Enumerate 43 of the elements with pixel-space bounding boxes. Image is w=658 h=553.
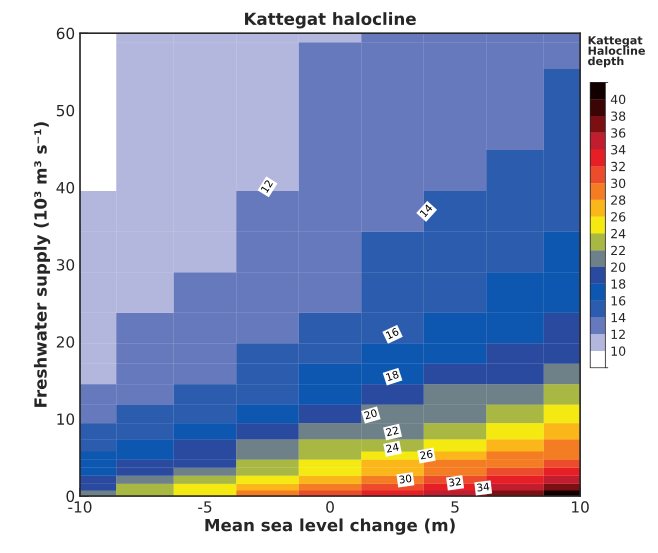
color-bar-label: 20 <box>611 262 626 272</box>
color-bar-label: 36 <box>611 128 626 138</box>
chart-title: Kattegat halocline <box>245 12 416 28</box>
x-tick-label: -5 <box>198 501 212 513</box>
y-tick-label: 30 <box>56 259 74 271</box>
x-axis-title: Mean sea level change (m) <box>205 518 455 535</box>
annotation: 34 <box>476 482 490 492</box>
color-bar-label: 28 <box>611 195 626 205</box>
color-bar-title: Kattegat Halocline depth <box>588 36 645 68</box>
annotation: 24 <box>386 442 400 453</box>
color-bar-label: 12 <box>612 330 625 339</box>
annotation: 20 <box>364 408 378 420</box>
color-bar-label: 18 <box>612 279 626 289</box>
x-tick-label: 10 <box>572 501 589 513</box>
annotation: 26 <box>420 450 433 460</box>
annotation: 32 <box>448 477 462 487</box>
color-bar-label: 38 <box>611 111 626 121</box>
y-tick-label: 20 <box>56 336 74 348</box>
color-bar-label: 24 <box>611 228 626 238</box>
y-tick-label: 40 <box>56 182 74 194</box>
y-tick-label: 50 <box>56 104 74 116</box>
y-tick-label: 10 <box>57 413 74 425</box>
color-bar-label: 32 <box>611 162 625 172</box>
x-tick-label: 5 <box>451 501 459 513</box>
annotation: 12 <box>260 180 273 194</box>
y-axis-title: Freshwater supply (10³ m³ s⁻¹) <box>34 122 50 407</box>
color-bar-label: 22 <box>611 246 625 255</box>
x-tick-label: -10 <box>68 501 92 513</box>
color-bar-label: 30 <box>611 178 626 188</box>
annotation: 30 <box>399 474 412 484</box>
color-bar-label: 14 <box>612 313 626 322</box>
color-bar-label: 16 <box>612 296 626 306</box>
color-bar-label: 10 <box>612 346 626 356</box>
color-bar-label: 26 <box>611 212 626 222</box>
annotation: 22 <box>386 426 399 436</box>
color-bar-label: 40 <box>610 94 626 104</box>
annotation: 14 <box>419 204 433 218</box>
y-tick-label: 60 <box>56 28 74 40</box>
annotation: 18 <box>386 370 400 382</box>
annotation: 16 <box>386 327 400 340</box>
color-bar-label: 34 <box>611 145 626 154</box>
x-tick-label: 0 <box>326 501 334 513</box>
y-tick-label: 0 <box>66 490 74 502</box>
